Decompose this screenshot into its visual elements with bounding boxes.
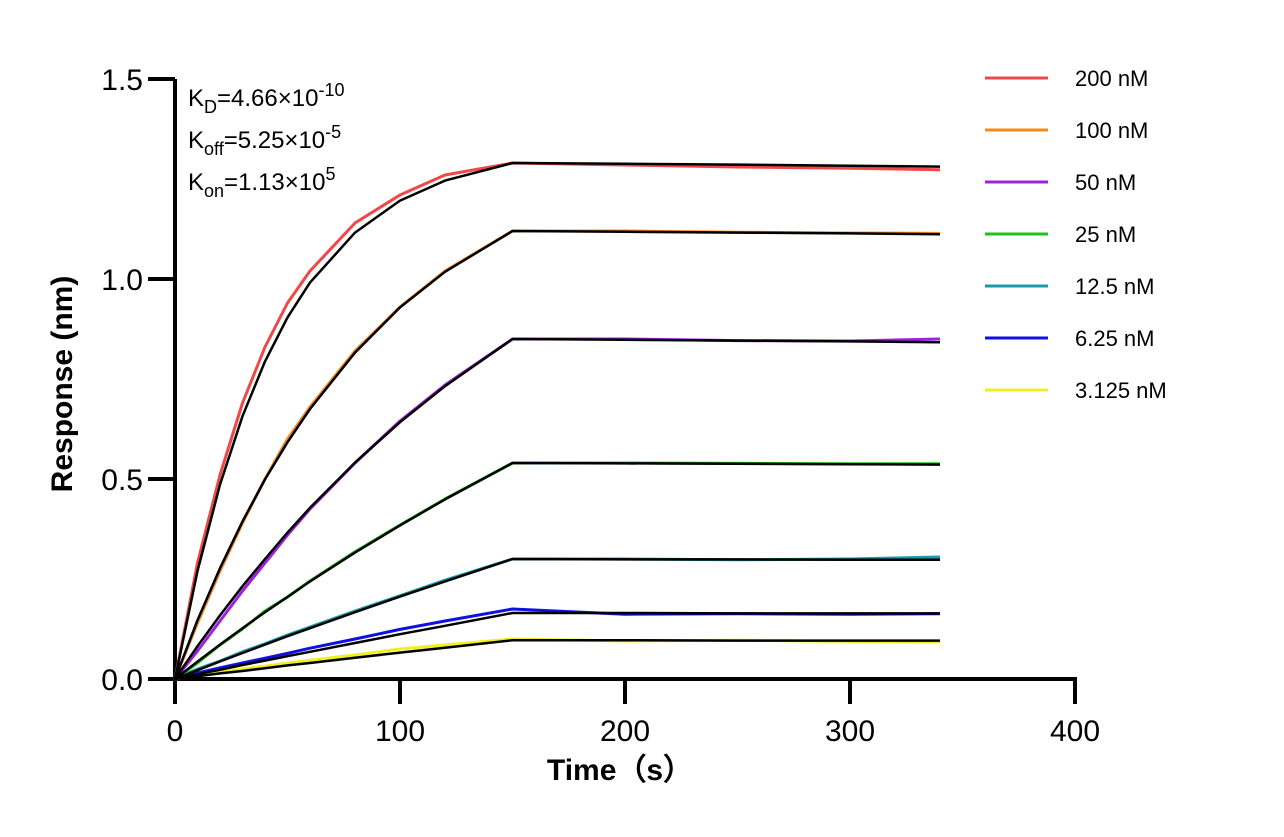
x-tick-label: 300 (825, 715, 875, 748)
x-tick-label: 200 (600, 715, 650, 748)
fit-line (174, 461, 941, 680)
legend-label: 50 nM (1075, 170, 1136, 195)
annotation-symbol: K (188, 169, 204, 196)
legend-label: 6.25 nM (1075, 326, 1155, 351)
annotation-subscript: on (204, 181, 224, 201)
y-tick-label: 0.0 (101, 664, 143, 697)
fit-line (173, 229, 941, 680)
annotation-exponent: 5 (325, 164, 335, 184)
annotation-text: =5.25×10 (224, 127, 325, 154)
legend-label: 12.5 nM (1075, 274, 1155, 299)
legend-label: 100 nM (1075, 118, 1148, 143)
x-tick-label: 400 (1050, 715, 1100, 748)
annotation-subscript: off (204, 139, 225, 159)
annotation-exponent: -5 (325, 122, 341, 142)
legend-label: 3.125 nM (1075, 378, 1167, 403)
data-line (174, 637, 941, 681)
data-line (173, 161, 941, 680)
annotation-symbol: K (188, 127, 204, 154)
y-tick-label: 1.5 (101, 64, 143, 97)
data-line (174, 607, 941, 681)
annotation: Kon=1.13×105 (188, 164, 336, 201)
data-line (174, 461, 940, 681)
fit-line (174, 557, 940, 681)
annotation-symbol: K (188, 85, 204, 112)
data-line (173, 337, 941, 680)
data-line (174, 555, 941, 681)
fit-line (173, 161, 941, 680)
legend-label: 25 nM (1075, 222, 1136, 247)
legend-label: 200 nM (1075, 66, 1148, 91)
annotation-exponent: -10 (318, 80, 344, 100)
fit-line (174, 638, 940, 681)
annotation-text: =1.13×10 (224, 169, 325, 196)
fit-line (173, 337, 941, 680)
y-axis-label: Response (nm) (46, 276, 79, 493)
x-tick-label: 0 (167, 715, 184, 748)
y-tick-label: 0.5 (101, 464, 143, 497)
annotation-text: =4.66×10 (217, 85, 318, 112)
fit-line (174, 611, 940, 681)
y-tick-label: 1.0 (101, 264, 143, 297)
x-tick-label: 100 (375, 715, 425, 748)
annotation: KD=4.66×10-10 (188, 80, 344, 117)
annotation: Koff=5.25×10-5 (188, 122, 341, 159)
annotation-subscript: D (204, 97, 217, 117)
x-axis-label: Time（s） (547, 753, 693, 787)
